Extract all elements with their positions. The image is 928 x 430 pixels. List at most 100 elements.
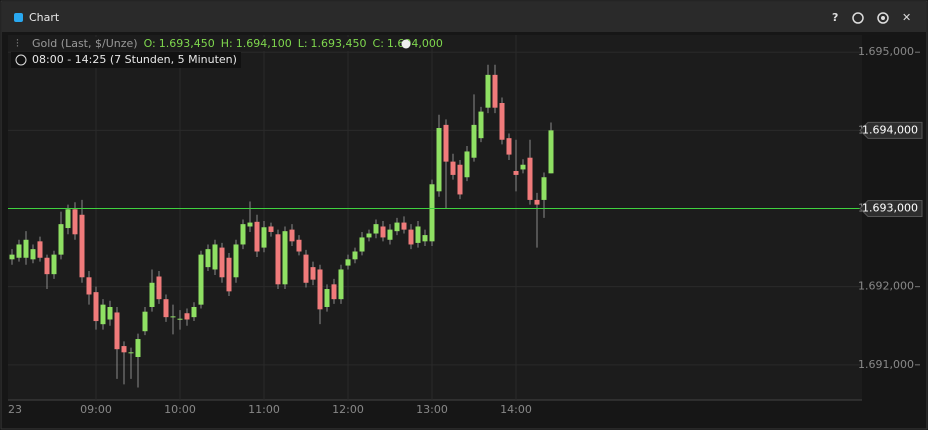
candle-body xyxy=(163,299,169,318)
candle-body xyxy=(114,312,120,350)
x-tick-label: 11:00 xyxy=(248,403,280,416)
candle-body xyxy=(107,306,113,320)
indicator-icon: ⫶ xyxy=(16,37,19,50)
summary-item: 1.694,000 xyxy=(387,37,443,50)
candle-body xyxy=(387,229,393,240)
candle-body xyxy=(436,128,442,192)
candle-body xyxy=(317,269,323,310)
candle-body xyxy=(366,233,372,238)
candle-body xyxy=(205,249,211,268)
candle-body xyxy=(37,241,43,258)
candle-body xyxy=(527,157,533,200)
summary-item: L: xyxy=(298,37,308,50)
settings-button[interactable] xyxy=(877,12,889,24)
candle-body xyxy=(128,352,134,354)
candle-body xyxy=(499,102,505,140)
candle-body xyxy=(135,339,141,358)
summary-item: C: xyxy=(373,37,384,50)
candle-body xyxy=(170,316,176,318)
range-text: 08:00 - 14:25 (7 Stunden, 5 Minuten) xyxy=(32,53,237,66)
title-bar xyxy=(2,2,926,32)
candle-body xyxy=(464,151,470,178)
candle-body xyxy=(142,311,148,332)
candle-body xyxy=(58,224,64,255)
window-icon xyxy=(14,13,23,22)
candle-body xyxy=(324,289,330,307)
candle-body xyxy=(450,161,456,175)
candle-body xyxy=(415,226,421,243)
candle-body xyxy=(219,247,225,278)
header-bg xyxy=(11,37,416,51)
summary-item: 1.693,450 xyxy=(159,37,215,50)
candle-body xyxy=(268,226,274,232)
candle-body xyxy=(359,237,365,252)
window-title: Chart xyxy=(29,11,60,24)
candle-body xyxy=(9,254,15,260)
y-tick-label: 1.692,000 xyxy=(858,280,914,293)
range-bg xyxy=(11,52,241,68)
candle-body xyxy=(422,235,428,242)
candle-body xyxy=(275,234,281,285)
candle-body xyxy=(191,306,197,318)
price-marker-bg xyxy=(859,200,923,218)
candle-body xyxy=(254,221,260,252)
x-tick-label: 13:00 xyxy=(416,403,448,416)
summary-item: 1.694,100 xyxy=(236,37,292,50)
x-tick-label: 14:00 xyxy=(500,403,532,416)
price-marker-label: 1.693,000 xyxy=(862,202,918,215)
candle-body xyxy=(156,276,162,300)
candle-body xyxy=(394,222,400,232)
candle-body xyxy=(184,313,190,320)
info-button[interactable] xyxy=(401,39,411,49)
candle-body xyxy=(233,244,239,278)
candle-body xyxy=(401,222,407,230)
candle-body xyxy=(429,184,435,242)
summary-item: 1.693,450 xyxy=(311,37,367,50)
candle-body xyxy=(492,74,498,108)
summary-item: H: xyxy=(221,37,233,50)
candle-body xyxy=(457,164,463,195)
candle-body xyxy=(93,292,99,322)
candle-body xyxy=(240,224,246,245)
candle-body xyxy=(289,229,295,242)
candle-body xyxy=(513,170,519,175)
price-marker-label: 1.694,000 xyxy=(862,123,918,136)
close-button[interactable]: ✕ xyxy=(902,11,911,24)
candle-body xyxy=(380,226,386,238)
help-button[interactable]: ? xyxy=(832,11,838,24)
clock-icon xyxy=(15,54,27,66)
price-marker-bg xyxy=(859,121,923,139)
candle-body xyxy=(485,74,491,108)
settings-dot xyxy=(881,16,885,20)
plot-area xyxy=(8,35,862,400)
candle-body xyxy=(226,257,232,292)
candle-body xyxy=(212,244,218,270)
candle-body xyxy=(121,346,127,353)
summary-item: O: xyxy=(144,37,156,50)
candle-body xyxy=(338,269,344,300)
candle-body xyxy=(30,249,36,260)
summary-item: Gold (Last, $/Unze) xyxy=(32,37,138,50)
candle-body xyxy=(331,284,337,300)
candle-body xyxy=(471,124,477,158)
candle-body xyxy=(408,229,414,245)
reset-button[interactable] xyxy=(852,12,864,24)
y-tick-label: 1.691,000 xyxy=(858,358,914,371)
candle-body xyxy=(478,111,484,139)
candle-body xyxy=(352,251,358,260)
candle-body xyxy=(86,277,92,295)
candle-body xyxy=(44,257,50,275)
candle-body xyxy=(310,267,316,280)
candle-body xyxy=(149,282,155,307)
candle-body xyxy=(79,214,85,278)
x-tick-label: 12:00 xyxy=(332,403,364,416)
candle-body xyxy=(520,164,526,170)
candle-body xyxy=(296,239,302,252)
candle-body xyxy=(345,259,351,266)
candle-body xyxy=(506,138,512,155)
candle-body xyxy=(541,177,547,200)
candle-body xyxy=(548,130,554,174)
x-tick-label: 23 xyxy=(8,403,22,416)
